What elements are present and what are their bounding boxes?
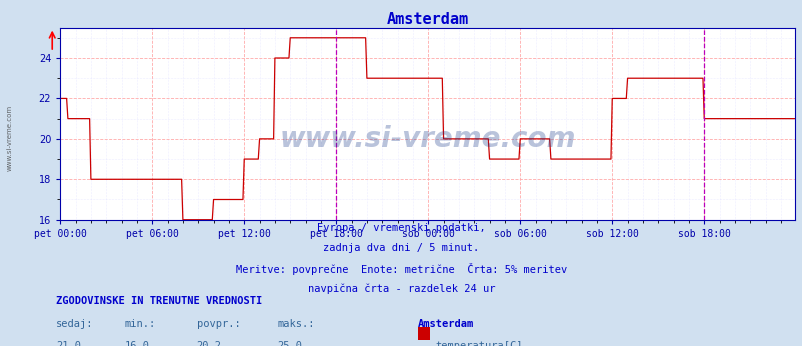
Text: povpr.:: povpr.: bbox=[196, 319, 240, 329]
Text: 21,0: 21,0 bbox=[56, 341, 81, 346]
Text: maks.:: maks.: bbox=[277, 319, 314, 329]
Text: temperatura[C]: temperatura[C] bbox=[435, 341, 522, 346]
Text: Amsterdam: Amsterdam bbox=[417, 319, 473, 329]
Text: navpična črta - razdelek 24 ur: navpična črta - razdelek 24 ur bbox=[307, 283, 495, 294]
Text: www.si-vreme.com: www.si-vreme.com bbox=[279, 125, 575, 153]
Text: 20,2: 20,2 bbox=[196, 341, 221, 346]
Text: Meritve: povprečne  Enote: metrične  Črta: 5% meritev: Meritve: povprečne Enote: metrične Črta:… bbox=[236, 263, 566, 275]
Text: Evropa / vremenski podatki,: Evropa / vremenski podatki, bbox=[317, 223, 485, 233]
Text: ZGODOVINSKE IN TRENUTNE VREDNOSTI: ZGODOVINSKE IN TRENUTNE VREDNOSTI bbox=[56, 296, 262, 306]
Text: sedaj:: sedaj: bbox=[56, 319, 94, 329]
Title: Amsterdam: Amsterdam bbox=[386, 11, 468, 27]
Text: www.si-vreme.com: www.si-vreme.com bbox=[6, 105, 13, 172]
Text: 16,0: 16,0 bbox=[124, 341, 149, 346]
Text: min.:: min.: bbox=[124, 319, 156, 329]
Text: 25,0: 25,0 bbox=[277, 341, 302, 346]
Text: zadnja dva dni / 5 minut.: zadnja dva dni / 5 minut. bbox=[323, 243, 479, 253]
